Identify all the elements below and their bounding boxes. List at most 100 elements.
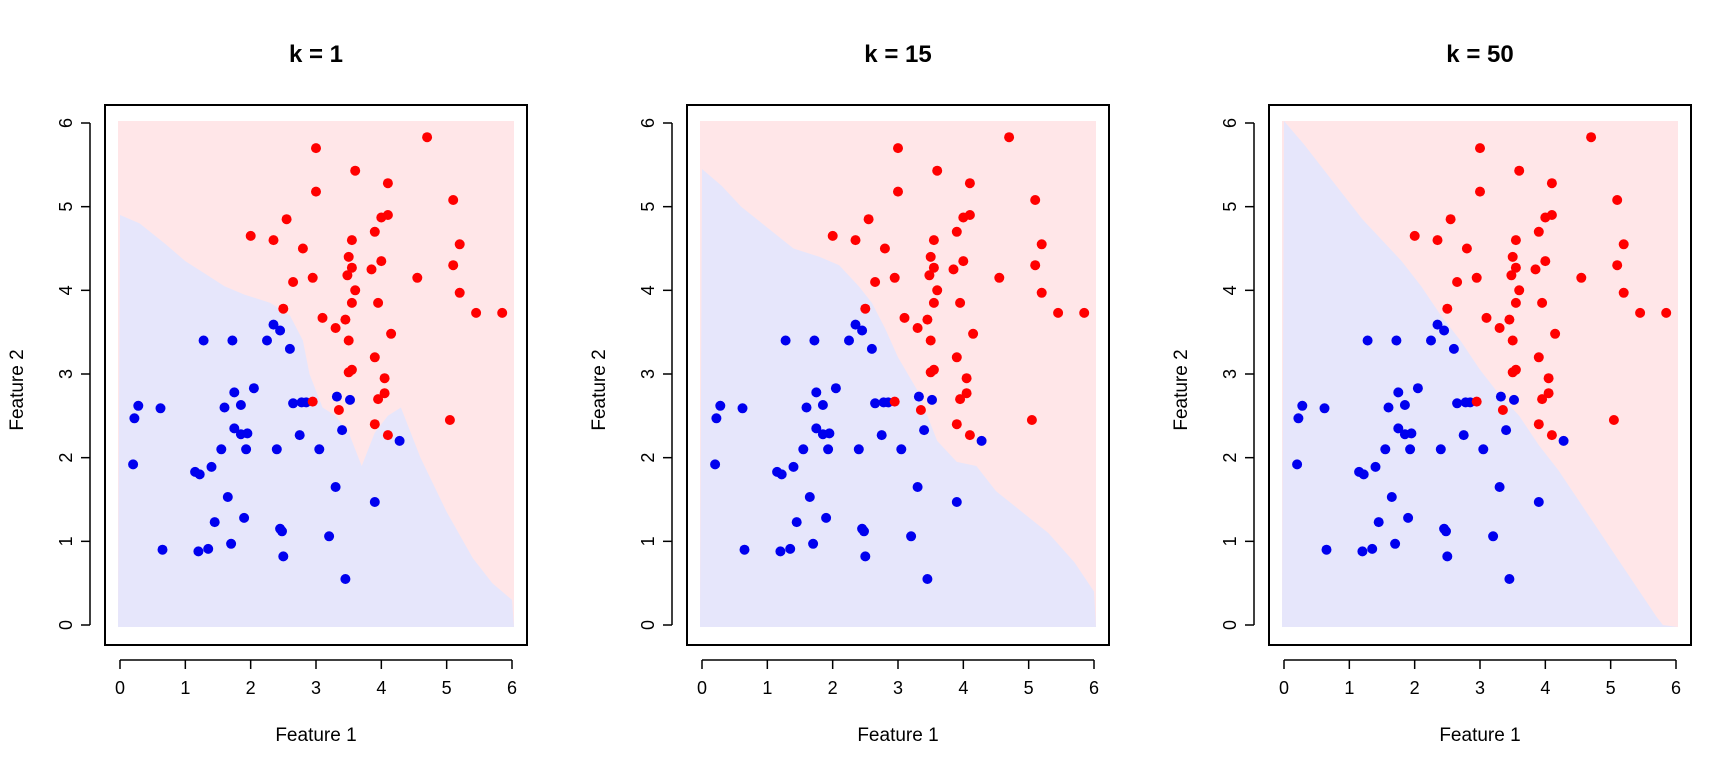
data-point xyxy=(1558,435,1569,446)
y-tick-label: 4 xyxy=(56,285,76,295)
data-point xyxy=(1506,270,1517,281)
panel-title: k = 1 xyxy=(289,41,343,68)
data-point xyxy=(454,239,465,250)
data-point xyxy=(1386,492,1397,502)
data-point xyxy=(1432,235,1443,246)
data-point xyxy=(1373,517,1384,528)
y-tick-label: 3 xyxy=(1220,369,1240,379)
data-point xyxy=(925,251,936,262)
data-point xyxy=(330,482,341,492)
data-point xyxy=(219,402,230,413)
data-point xyxy=(345,394,355,405)
data-point xyxy=(925,335,936,346)
data-point xyxy=(1550,328,1561,339)
data-point xyxy=(346,235,357,246)
data-point xyxy=(1439,325,1450,336)
data-point xyxy=(775,546,786,557)
data-point xyxy=(1494,482,1505,492)
data-point xyxy=(1452,398,1463,409)
data-point xyxy=(198,335,209,346)
data-point xyxy=(314,444,325,455)
y-tick-label: 6 xyxy=(56,118,76,128)
data-point xyxy=(1546,210,1557,220)
data-point xyxy=(1543,388,1554,399)
data-point xyxy=(1543,373,1554,384)
y-tick-label: 0 xyxy=(56,620,76,630)
data-point xyxy=(412,272,423,283)
data-point xyxy=(1036,239,1047,250)
data-point xyxy=(776,469,787,480)
data-point xyxy=(739,544,750,555)
data-point xyxy=(932,165,943,176)
data-point xyxy=(1362,335,1373,346)
data-point xyxy=(382,430,393,441)
x-tick-label: 1 xyxy=(180,678,190,698)
data-point xyxy=(889,396,900,407)
y-tick-label: 6 xyxy=(1220,118,1240,128)
data-point xyxy=(1501,425,1512,436)
y-tick-label: 1 xyxy=(1220,536,1240,546)
data-point xyxy=(448,260,459,271)
data-point xyxy=(1442,551,1453,562)
panel-title: k = 50 xyxy=(1446,41,1513,68)
data-point xyxy=(1452,277,1463,287)
data-point xyxy=(1297,400,1308,411)
data-point xyxy=(863,214,874,225)
data-point xyxy=(994,272,1005,283)
data-point xyxy=(194,469,205,480)
data-point xyxy=(1030,195,1041,205)
series-blue xyxy=(710,319,987,584)
data-point xyxy=(376,256,387,267)
series-red xyxy=(1409,132,1672,441)
y-tick-label: 6 xyxy=(638,118,658,128)
data-point xyxy=(346,262,357,273)
data-point xyxy=(1409,230,1420,241)
data-point xyxy=(1391,335,1402,346)
data-point xyxy=(961,388,972,399)
data-point xyxy=(1608,415,1619,425)
data-point xyxy=(932,285,943,296)
data-point xyxy=(976,435,987,446)
y-tick-label: 1 xyxy=(56,536,76,546)
data-point xyxy=(951,352,962,363)
series-red xyxy=(245,132,508,441)
data-point xyxy=(394,435,405,446)
y-tick-label: 2 xyxy=(56,453,76,463)
data-point xyxy=(229,423,240,434)
data-point xyxy=(710,459,721,470)
data-point xyxy=(346,297,357,308)
data-point xyxy=(948,264,959,275)
data-point xyxy=(343,251,354,262)
data-point xyxy=(922,574,933,584)
data-point xyxy=(958,256,969,267)
x-tick-label: 3 xyxy=(1475,678,1485,698)
data-point xyxy=(915,405,926,415)
data-point xyxy=(1533,352,1544,363)
series-red xyxy=(827,132,1090,441)
x-tick-label: 3 xyxy=(311,678,321,698)
plot-frame xyxy=(104,104,528,646)
data-point xyxy=(284,343,295,354)
data-point xyxy=(1510,235,1521,246)
data-point xyxy=(1494,323,1505,333)
data-point xyxy=(277,526,287,537)
data-point xyxy=(1358,469,1369,480)
data-point xyxy=(278,303,289,314)
data-point xyxy=(801,402,812,413)
data-point xyxy=(1507,251,1518,262)
data-point xyxy=(785,543,796,554)
panel-title: k = 15 xyxy=(864,41,931,68)
data-point xyxy=(850,235,861,246)
data-point xyxy=(889,272,900,283)
data-point xyxy=(350,285,361,296)
data-point xyxy=(222,492,233,502)
plot-frame xyxy=(1268,104,1692,646)
data-point xyxy=(1478,444,1489,455)
data-point xyxy=(454,287,465,298)
data-point xyxy=(1399,400,1410,410)
data-point xyxy=(1507,335,1518,346)
data-point xyxy=(278,551,289,562)
x-tick-label: 0 xyxy=(115,678,125,698)
x-tick-label: 5 xyxy=(1024,678,1034,698)
